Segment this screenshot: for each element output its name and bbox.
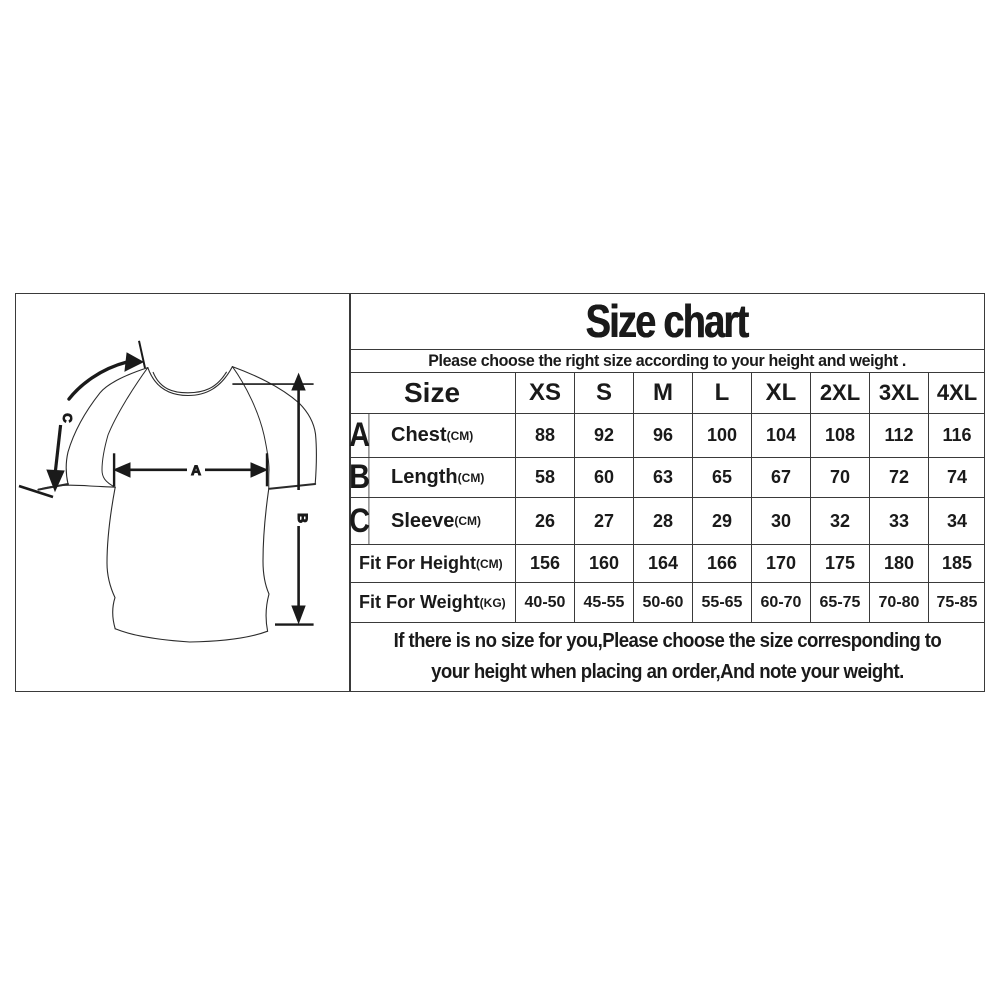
svg-text:A: A <box>191 462 201 478</box>
svg-text:B: B <box>295 513 311 523</box>
svg-text:C: C <box>60 413 75 423</box>
